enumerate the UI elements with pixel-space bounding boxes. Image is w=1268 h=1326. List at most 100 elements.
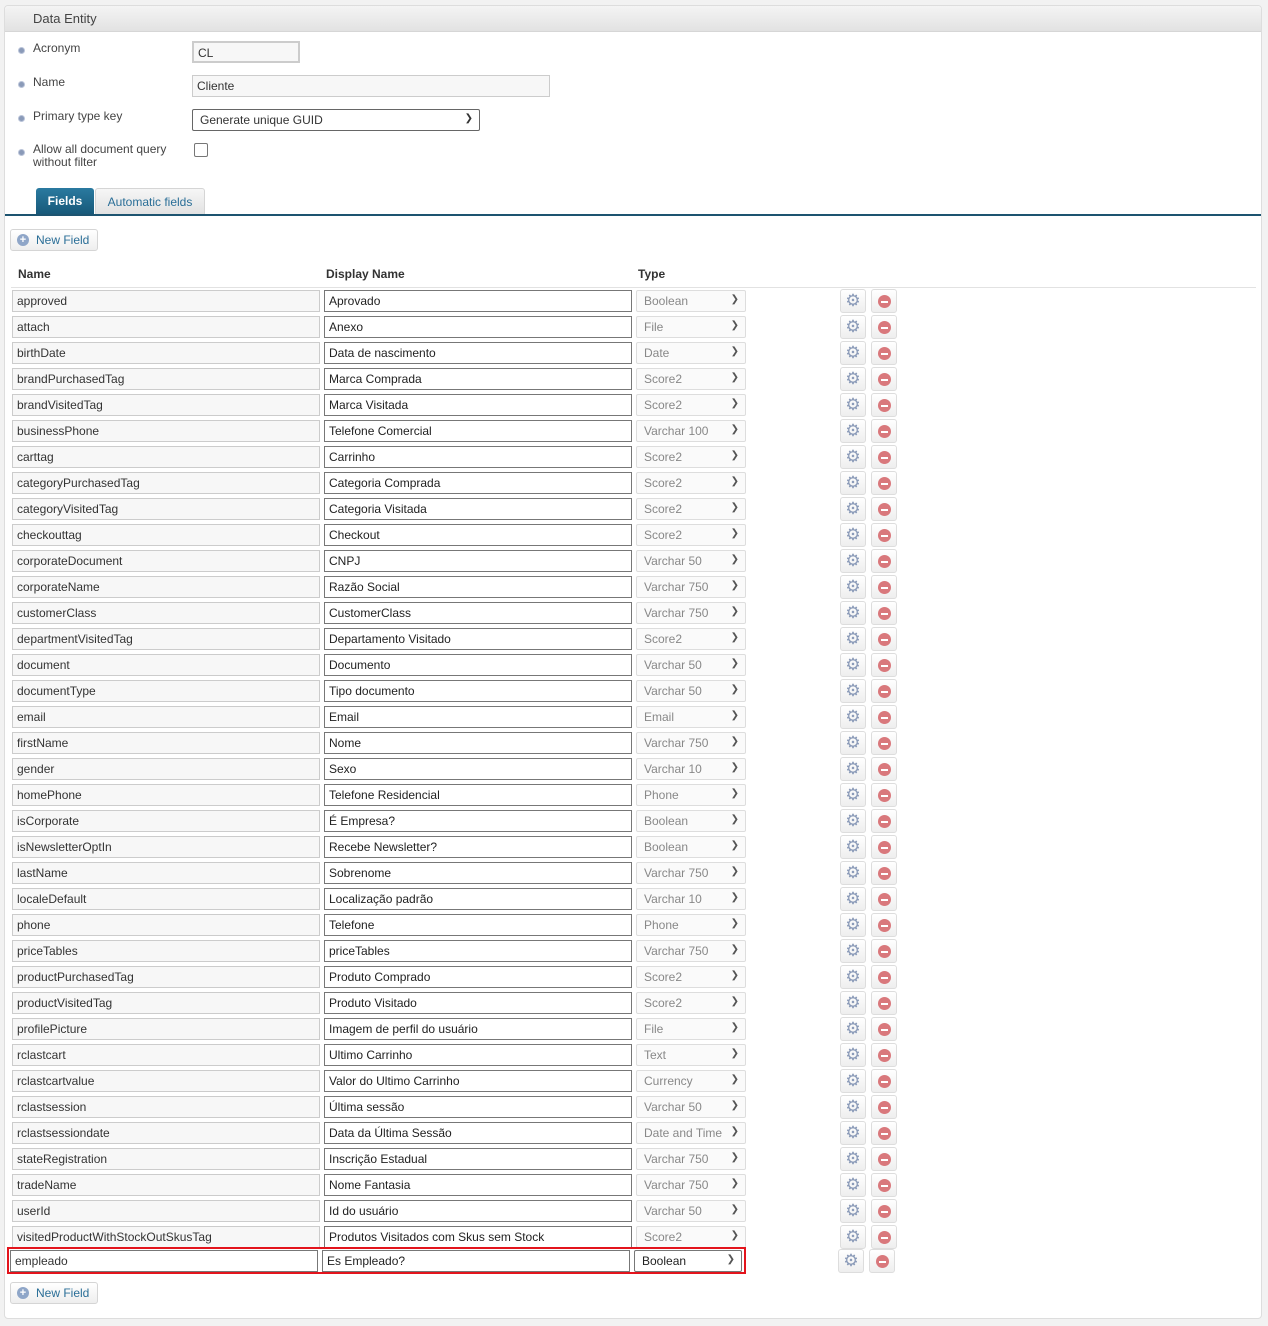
settings-button[interactable]: ⚙ <box>840 289 866 313</box>
settings-button[interactable]: ⚙ <box>840 679 866 703</box>
remove-button[interactable] <box>871 1173 897 1197</box>
settings-button[interactable]: ⚙ <box>840 367 866 391</box>
settings-button[interactable]: ⚙ <box>840 1121 866 1145</box>
type-select[interactable]: Score2 ❯ <box>636 992 746 1014</box>
settings-button[interactable]: ⚙ <box>840 315 866 339</box>
settings-button[interactable]: ⚙ <box>840 393 866 417</box>
settings-button[interactable]: ⚙ <box>840 809 866 833</box>
display-name-input[interactable]: Data de nascimento <box>324 342 632 364</box>
type-select[interactable]: Varchar 750 ❯ <box>636 602 746 624</box>
field-name-input[interactable]: profilePicture <box>12 1018 320 1040</box>
field-name-input[interactable]: priceTables <box>12 940 320 962</box>
field-name-input[interactable]: corporateName <box>12 576 320 598</box>
settings-button[interactable]: ⚙ <box>840 601 866 625</box>
remove-button[interactable] <box>871 913 897 937</box>
field-name-input[interactable]: isCorporate <box>12 810 320 832</box>
display-name-input[interactable]: Carrinho <box>324 446 632 468</box>
remove-button[interactable] <box>871 1121 897 1145</box>
settings-button[interactable]: ⚙ <box>840 575 866 599</box>
remove-button[interactable] <box>871 445 897 469</box>
settings-button[interactable]: ⚙ <box>840 1173 866 1197</box>
display-name-input[interactable]: Aprovado <box>324 290 632 312</box>
field-name-input[interactable]: productVisitedTag <box>12 992 320 1014</box>
settings-button[interactable]: ⚙ <box>840 783 866 807</box>
display-name-input[interactable]: Última sessão <box>324 1096 632 1118</box>
field-name-input[interactable]: email <box>12 706 320 728</box>
display-name-input[interactable]: Produto Comprado <box>324 966 632 988</box>
type-select[interactable]: Varchar 10 ❯ <box>636 758 746 780</box>
settings-button[interactable]: ⚙ <box>840 939 866 963</box>
type-select[interactable]: Varchar 50 ❯ <box>636 1200 746 1222</box>
remove-button[interactable] <box>871 393 897 417</box>
field-name-input[interactable]: lastName <box>12 862 320 884</box>
settings-button[interactable]: ⚙ <box>840 627 866 651</box>
settings-button[interactable]: ⚙ <box>840 835 866 859</box>
field-name-input[interactable]: isNewsletterOptIn <box>12 836 320 858</box>
field-name-input[interactable]: birthDate <box>12 342 320 364</box>
settings-button[interactable]: ⚙ <box>838 1249 864 1273</box>
remove-button[interactable] <box>871 419 897 443</box>
tab-automatic-fields[interactable]: Automatic fields <box>95 188 205 215</box>
new-field-button-bottom[interactable]: + New Field <box>10 1282 98 1304</box>
display-name-input[interactable]: Ultimo Carrinho <box>324 1044 632 1066</box>
field-name-input[interactable]: stateRegistration <box>12 1148 320 1170</box>
type-select[interactable]: Score2 ❯ <box>636 498 746 520</box>
settings-button[interactable]: ⚙ <box>840 861 866 885</box>
type-select[interactable]: Score2 ❯ <box>636 524 746 546</box>
remove-button[interactable] <box>871 783 897 807</box>
field-name-input[interactable]: homePhone <box>12 784 320 806</box>
display-name-input[interactable]: Valor do Ultimo Carrinho <box>324 1070 632 1092</box>
type-select[interactable]: Phone ❯ <box>636 914 746 936</box>
display-name-input[interactable]: Razão Social <box>324 576 632 598</box>
remove-button[interactable] <box>871 627 897 651</box>
remove-button[interactable] <box>871 679 897 703</box>
type-select[interactable]: Varchar 50 ❯ <box>636 654 746 676</box>
type-select[interactable]: Varchar 750 ❯ <box>636 862 746 884</box>
display-name-input[interactable]: Marca Visitada <box>324 394 632 416</box>
field-name-input[interactable]: productPurchasedTag <box>12 966 320 988</box>
type-select[interactable]: Score2 ❯ <box>636 966 746 988</box>
type-select[interactable]: Score2 ❯ <box>636 628 746 650</box>
remove-button[interactable] <box>869 1249 895 1273</box>
display-name-input[interactable]: priceTables <box>324 940 632 962</box>
settings-button[interactable]: ⚙ <box>840 965 866 989</box>
new-field-button[interactable]: + New Field <box>10 229 98 251</box>
type-select[interactable]: Phone ❯ <box>636 784 746 806</box>
type-select[interactable]: Date and Time ❯ <box>636 1122 746 1144</box>
display-name-input[interactable]: Nome Fantasia <box>324 1174 632 1196</box>
remove-button[interactable] <box>871 1147 897 1171</box>
settings-button[interactable]: ⚙ <box>840 445 866 469</box>
type-select[interactable]: Score2 ❯ <box>636 472 746 494</box>
field-name-input[interactable]: tradeName <box>12 1174 320 1196</box>
remove-button[interactable] <box>871 939 897 963</box>
type-select[interactable]: Email ❯ <box>636 706 746 728</box>
display-name-input[interactable]: Data da Última Sessão <box>324 1122 632 1144</box>
settings-button[interactable]: ⚙ <box>840 913 866 937</box>
display-name-input[interactable]: Localização padrão <box>324 888 632 910</box>
field-name-input[interactable]: brandVisitedTag <box>12 394 320 416</box>
type-select[interactable]: Varchar 750 ❯ <box>636 1148 746 1170</box>
remove-button[interactable] <box>871 809 897 833</box>
type-select[interactable]: Varchar 50 ❯ <box>636 550 746 572</box>
display-name-input[interactable]: Email <box>324 706 632 728</box>
type-select[interactable]: Score2 ❯ <box>636 394 746 416</box>
remove-button[interactable] <box>871 757 897 781</box>
type-select[interactable]: Varchar 750 ❯ <box>636 1174 746 1196</box>
field-name-input[interactable]: brandPurchasedTag <box>12 368 320 390</box>
display-name-input[interactable]: Imagem de perfil do usuário <box>324 1018 632 1040</box>
remove-button[interactable] <box>871 835 897 859</box>
settings-button[interactable]: ⚙ <box>840 731 866 755</box>
display-name-input[interactable]: Departamento Visitado <box>324 628 632 650</box>
display-name-input[interactable]: Inscrição Estadual <box>324 1148 632 1170</box>
field-name-input[interactable]: rclastcart <box>12 1044 320 1066</box>
settings-button[interactable]: ⚙ <box>840 1017 866 1041</box>
settings-button[interactable]: ⚙ <box>840 1225 866 1249</box>
field-name-input[interactable]: localeDefault <box>12 888 320 910</box>
settings-button[interactable]: ⚙ <box>840 341 866 365</box>
type-select[interactable]: Varchar 50 ❯ <box>636 1096 746 1118</box>
remove-button[interactable] <box>871 575 897 599</box>
type-select[interactable]: Varchar 750 ❯ <box>636 732 746 754</box>
display-name-input[interactable]: Tipo documento <box>324 680 632 702</box>
settings-button[interactable]: ⚙ <box>840 471 866 495</box>
field-name-input[interactable]: rclastsessiondate <box>12 1122 320 1144</box>
